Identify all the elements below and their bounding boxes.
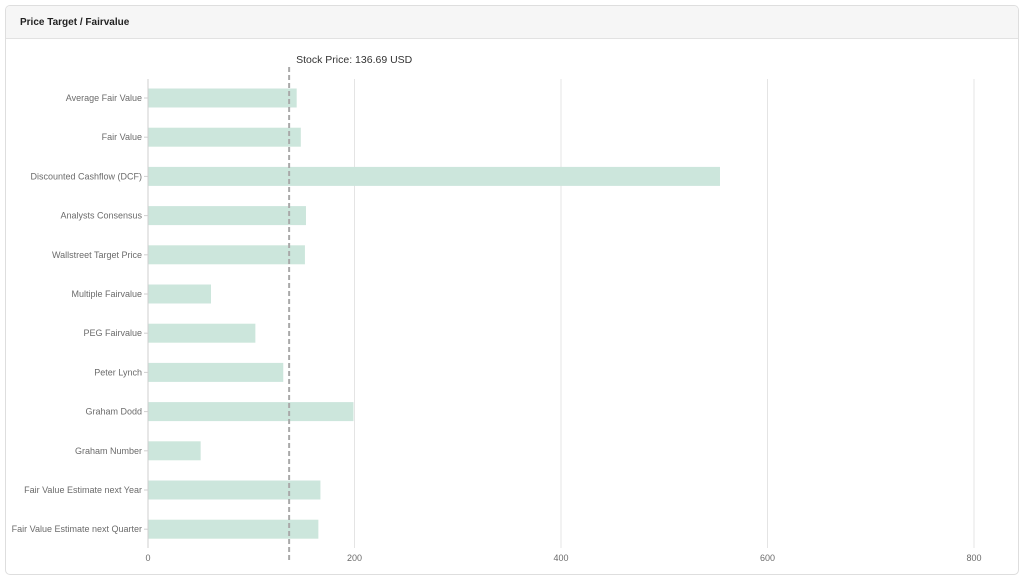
- bar-2[interactable]: [148, 166, 721, 186]
- x-tick-label-800: 800: [966, 553, 981, 563]
- bar-0[interactable]: [148, 88, 297, 108]
- x-tick-label-400: 400: [553, 553, 568, 563]
- bar-6[interactable]: [148, 323, 256, 343]
- category-label-11: Fair Value Estimate next Quarter: [12, 524, 142, 534]
- reference-line-layer: Stock Price: 136.69 USD: [288, 54, 413, 563]
- bar-1[interactable]: [148, 127, 301, 147]
- category-label-4: Wallstreet Target Price: [52, 250, 142, 260]
- category-label-5: Multiple Fairvalue: [71, 289, 142, 299]
- axis-layer: 0 200 400 600 800 Average Fair Value Fair Valu…: [12, 79, 982, 563]
- bar-9[interactable]: [148, 441, 201, 461]
- category-label-9: Graham Number: [75, 446, 142, 456]
- category-label-2: Discounted Cashflow (DCF): [30, 171, 142, 181]
- bar-5[interactable]: [148, 284, 211, 304]
- bar-7[interactable]: [148, 362, 284, 382]
- bar-10[interactable]: [148, 480, 321, 500]
- category-label-10: Fair Value Estimate next Year: [24, 485, 142, 495]
- bar-11[interactable]: [148, 519, 319, 539]
- bar-4[interactable]: [148, 245, 305, 265]
- category-label-3: Analysts Consensus: [60, 211, 142, 221]
- bar-8[interactable]: [148, 402, 354, 422]
- category-label-6: PEG Fairvalue: [83, 328, 142, 338]
- stock-price-label: Stock Price: 136.69 USD: [296, 54, 413, 66]
- x-tick-label-600: 600: [760, 553, 775, 563]
- x-tick-label-0: 0: [145, 553, 150, 563]
- bar-layer: [148, 88, 721, 539]
- category-label-0: Average Fair Value: [66, 93, 142, 103]
- category-label-1: Fair Value: [102, 132, 142, 142]
- grid-layer: [354, 79, 975, 548]
- category-label-8: Graham Dodd: [85, 407, 142, 417]
- category-label-7: Peter Lynch: [94, 367, 142, 377]
- x-tick-label-200: 200: [347, 553, 362, 563]
- card-title: Price Target / Fairvalue: [6, 6, 1018, 39]
- bar-3[interactable]: [148, 206, 306, 226]
